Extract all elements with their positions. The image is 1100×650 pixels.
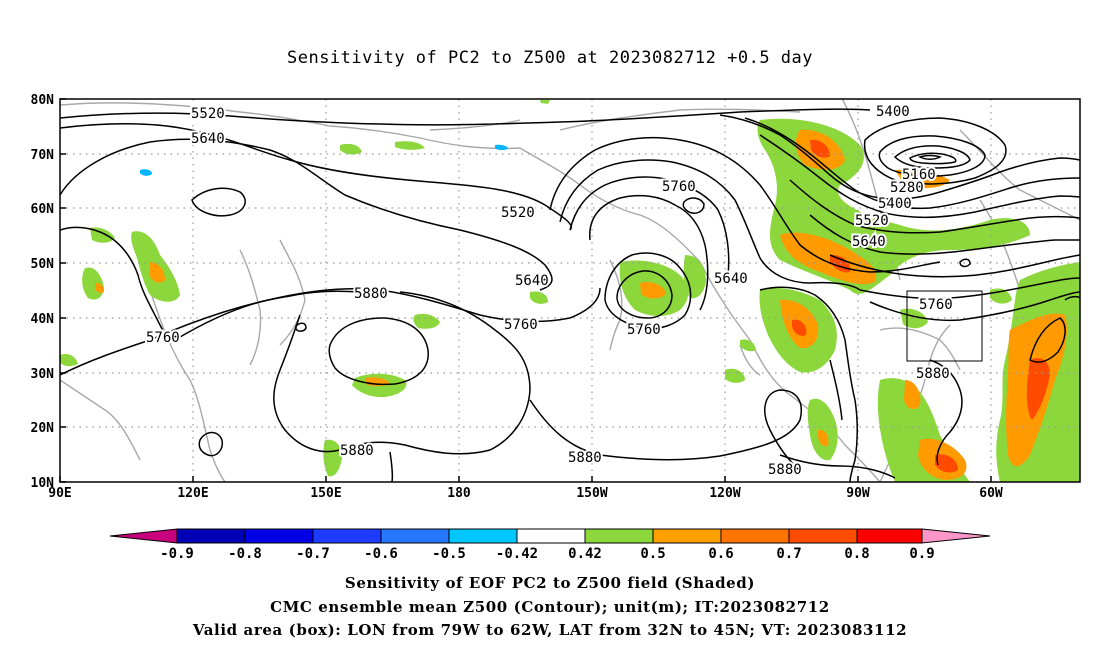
- lat-tick-label: 50N: [31, 257, 55, 272]
- lat-tick-label: 40N: [31, 312, 55, 327]
- lat-tick-label: 10N: [31, 476, 55, 491]
- colorbar-label: 0.5: [640, 546, 665, 562]
- graticule: [60, 99, 1080, 482]
- colorbar-segment: [856, 528, 923, 544]
- colorbar-label: -0.5: [432, 546, 466, 562]
- lat-tick-label: 30N: [31, 367, 55, 382]
- colorbar-label: -0.42: [496, 546, 538, 562]
- colorbar-label: 0.6: [708, 546, 733, 562]
- map-frame: [59, 98, 1081, 483]
- contour-label: 5520: [855, 213, 889, 229]
- contour-label: 5880: [340, 443, 374, 459]
- contour-label: 5760: [662, 179, 696, 195]
- colorbar-segment-left-arrow: [109, 528, 178, 544]
- colorbar-segment: [448, 528, 518, 544]
- lat-tick-label: 20N: [31, 421, 55, 436]
- colorbar-label: -0.8: [228, 546, 262, 562]
- contour-label: 5880: [916, 366, 950, 382]
- lat-tick-label: 70N: [31, 148, 55, 163]
- colorbar-segment: [380, 528, 450, 544]
- colorbar-segment: [516, 528, 586, 544]
- colorbar-label: 0.9: [909, 546, 934, 562]
- colorbar-segment: [312, 528, 382, 544]
- contour-label: 5640: [191, 131, 225, 147]
- contour-label: 5640: [714, 271, 748, 287]
- contour-label: 5520: [501, 205, 535, 221]
- colorbar-segment: [584, 528, 654, 544]
- colorbar-segment: [720, 528, 790, 544]
- contour-label: 5760: [919, 297, 953, 313]
- contour-label: 5400: [876, 104, 910, 120]
- contour-label: 5640: [515, 273, 549, 289]
- colorbar-segment: [652, 528, 722, 544]
- contour-label: 5880: [768, 462, 802, 478]
- lon-tick-label: 60W: [979, 486, 1003, 501]
- colorbar-label: -0.6: [364, 546, 398, 562]
- contour-label: 5400: [878, 196, 912, 212]
- contour-label: 5880: [568, 450, 602, 466]
- contour-label: 5640: [852, 234, 886, 250]
- caption-valid-area: Valid area (box): LON from 79W to 62W, L…: [192, 621, 908, 639]
- caption-shading: Sensitivity of EOF PC2 to Z500 field (Sh…: [344, 574, 756, 592]
- axis-ticks: [59, 98, 992, 483]
- colorbar-label: 0.42: [568, 546, 602, 562]
- lon-tick-label: 150W: [576, 486, 607, 501]
- valid-area-box: [906, 290, 983, 362]
- sensitivity-shading-red: [792, 139, 1050, 473]
- sensitivity-shading-blue: [140, 144, 508, 176]
- contour-label: 5760: [146, 330, 180, 346]
- lat-tick-label: 60N: [31, 202, 55, 217]
- colorbar-label: -0.9: [160, 546, 194, 562]
- contour-label: 5280: [890, 180, 924, 196]
- colorbar-segment: [788, 528, 858, 544]
- lon-tick-label: 90E: [48, 486, 71, 501]
- lon-tick-label: 150E: [310, 486, 341, 501]
- colorbar-label: -0.7: [296, 546, 330, 562]
- lon-tick-label: 120E: [177, 486, 208, 501]
- colorbar-segment-right-arrow: [921, 528, 991, 544]
- map-title: Sensitivity of PC2 to Z500 at 2023082712…: [286, 48, 813, 68]
- colorbar-segment: [244, 528, 314, 544]
- lat-tick-label: 80N: [31, 93, 55, 108]
- contour-label: 5880: [354, 286, 388, 302]
- colorbar-label: 0.7: [776, 546, 801, 562]
- z500-contours: [60, 108, 1080, 482]
- lon-tick-label: 180: [447, 486, 471, 501]
- colorbar-label: 0.8: [844, 546, 869, 562]
- lon-tick-label: 90W: [846, 486, 870, 501]
- contour-label: 5760: [627, 322, 661, 338]
- lon-tick-label: 120W: [709, 486, 740, 501]
- colorbar-segment: [176, 528, 246, 544]
- contour-label: 5160: [902, 167, 936, 183]
- contour-label: 5520: [191, 106, 225, 122]
- caption-contour: CMC ensemble mean Z500 (Contour); unit(m…: [270, 598, 830, 616]
- colorbar: [109, 528, 991, 544]
- contour-label: 5760: [504, 317, 538, 333]
